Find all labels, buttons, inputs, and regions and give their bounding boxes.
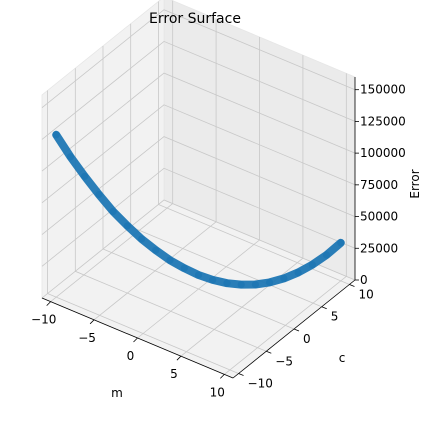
y-tick-mark — [321, 306, 327, 310]
z-grid-line — [41, 72, 356, 172]
z-grid-line — [41, 40, 356, 140]
z-tick-label: 50000 — [360, 210, 398, 224]
data-point — [223, 279, 231, 287]
data-point — [237, 281, 245, 289]
z-grid-line — [41, 199, 356, 299]
z-tick-label: 0 — [360, 273, 368, 287]
x-tick-mark — [133, 337, 138, 343]
z-tick-label: 25000 — [360, 241, 398, 255]
y-tick-mark — [293, 328, 300, 332]
z-tick-label: 75000 — [360, 178, 398, 192]
data-point — [52, 131, 60, 139]
z-grid-line — [41, 167, 356, 267]
data-point — [152, 246, 160, 254]
data-point — [109, 207, 117, 215]
x-axis-label: m — [111, 386, 123, 400]
y-tick-mark — [238, 373, 244, 376]
y-tick-label: −5 — [275, 354, 293, 368]
z-tick-label: 100000 — [360, 146, 406, 160]
z-tick-label: 150000 — [360, 83, 406, 97]
x-tick-label: −10 — [31, 313, 56, 327]
x-tick-label: 0 — [127, 349, 135, 363]
x-tick-mark — [176, 355, 182, 361]
data-point — [337, 239, 345, 247]
data-point — [123, 222, 131, 230]
x-tick-mark — [46, 301, 51, 306]
y-tick-label: 10 — [358, 287, 373, 301]
z-tick-label: 125000 — [360, 114, 406, 128]
data-point — [322, 251, 331, 259]
x-tick-mark — [89, 319, 95, 325]
y-axis-label: c — [339, 351, 346, 365]
y-tick-label: 0 — [303, 332, 311, 346]
data-point — [81, 172, 89, 180]
tick-labels: −10−50510−10−505100250005000075000100000… — [31, 83, 406, 400]
x-tick-label: −5 — [78, 331, 96, 345]
y-tick-label: −10 — [248, 377, 273, 391]
data-point — [194, 271, 203, 279]
data-point — [66, 153, 75, 161]
chart-title: Error Surface — [149, 11, 241, 27]
series-group — [52, 130, 345, 289]
y-tick-mark — [349, 284, 355, 287]
x-tick-label: 5 — [170, 367, 178, 381]
data-point — [138, 235, 146, 243]
data-point — [266, 278, 274, 286]
grid-lines — [41, 0, 356, 375]
z-grid-line — [41, 136, 356, 235]
x-tick-label: 10 — [210, 385, 225, 399]
data-point — [95, 190, 103, 199]
x-tick-mark — [220, 374, 225, 379]
tick-marks — [46, 89, 359, 379]
data-point — [280, 274, 288, 282]
data-point — [308, 261, 316, 269]
data-point — [166, 256, 174, 264]
data-point — [180, 264, 188, 272]
y-tick-mark — [266, 350, 272, 354]
z-axis-label: Error — [408, 169, 422, 198]
y-tick-label: 5 — [331, 310, 339, 324]
z-grid-line — [41, 9, 356, 109]
data-point — [209, 276, 217, 284]
data-point — [294, 268, 302, 277]
data-point — [251, 280, 259, 289]
